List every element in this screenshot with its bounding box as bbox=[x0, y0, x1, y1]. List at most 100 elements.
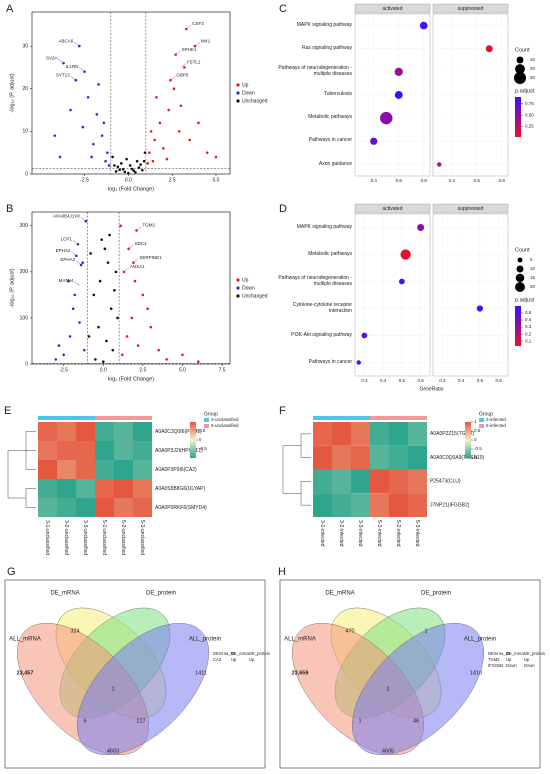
cell bbox=[332, 422, 351, 446]
point bbox=[141, 293, 145, 297]
column-label: 3-3-infected bbox=[357, 520, 363, 547]
point bbox=[158, 121, 162, 125]
point bbox=[197, 121, 200, 125]
legend-title: p.adjust bbox=[515, 297, 535, 303]
category-label: Tuberculosis bbox=[323, 91, 352, 98]
gene-label: ANXA1 bbox=[130, 264, 145, 269]
point bbox=[135, 159, 139, 163]
x-tick-label: 0.6 bbox=[495, 378, 502, 383]
point bbox=[87, 335, 91, 338]
panel-frame bbox=[4, 579, 266, 769]
point bbox=[82, 348, 86, 352]
gene-label: SDC4 bbox=[135, 241, 148, 246]
table-cell: Up bbox=[249, 657, 255, 662]
label-leader bbox=[58, 59, 64, 64]
label-leader bbox=[175, 50, 181, 55]
legend-swatch bbox=[236, 91, 240, 95]
group-bar bbox=[332, 416, 351, 420]
legend-title: Group bbox=[204, 411, 218, 417]
legend-title: Count bbox=[515, 47, 530, 53]
point bbox=[120, 353, 124, 357]
dot bbox=[380, 111, 393, 125]
legend-dot bbox=[515, 273, 525, 283]
facet-label: activated bbox=[382, 206, 402, 212]
gene-label: MATN4 bbox=[59, 278, 74, 283]
point bbox=[188, 138, 191, 142]
colorbar-label: 0.1 bbox=[525, 338, 532, 343]
label-leader bbox=[133, 258, 139, 263]
point bbox=[90, 155, 93, 159]
point bbox=[165, 358, 168, 361]
point bbox=[146, 162, 149, 165]
cell bbox=[389, 469, 408, 494]
gene-label: GBP5 bbox=[176, 72, 189, 77]
legend-label: Down bbox=[242, 90, 255, 96]
cell bbox=[332, 445, 351, 470]
panel-label: F bbox=[279, 405, 286, 417]
dot bbox=[356, 360, 361, 365]
region-count: 1 bbox=[111, 686, 114, 692]
point bbox=[172, 87, 176, 91]
row-label: A0A0P2Z15(TGM2) bbox=[430, 431, 475, 437]
x-tick-label: 0.4 bbox=[371, 178, 378, 183]
cell bbox=[95, 498, 114, 517]
category-label-box: Metabolic pathways bbox=[308, 114, 352, 120]
point bbox=[177, 130, 181, 133]
legend-dot bbox=[515, 282, 525, 292]
group-bar bbox=[389, 416, 408, 420]
colorbar-label: 1 bbox=[474, 419, 477, 424]
x-tick-label: 0.5 bbox=[477, 378, 484, 383]
point bbox=[111, 155, 114, 159]
x-tick-label: 0.0 bbox=[125, 177, 132, 183]
region-count: 127 bbox=[136, 718, 145, 724]
point bbox=[101, 360, 105, 363]
point bbox=[106, 151, 109, 154]
cell bbox=[76, 498, 95, 517]
point bbox=[58, 155, 62, 159]
table-cell: Up bbox=[231, 657, 237, 662]
facet-strip bbox=[354, 3, 431, 14]
category-label-box: Axon guidance bbox=[319, 161, 352, 167]
region-count: 23,457 bbox=[17, 670, 34, 676]
venn-set bbox=[351, 622, 485, 756]
cell bbox=[57, 422, 76, 441]
point bbox=[148, 151, 151, 154]
dot bbox=[476, 305, 483, 312]
cell bbox=[408, 422, 427, 446]
point bbox=[73, 293, 77, 297]
region-count: 1 bbox=[424, 628, 427, 634]
set-label: DE_mRNA bbox=[50, 591, 79, 597]
legend-title: Group bbox=[479, 411, 493, 417]
cell bbox=[370, 493, 389, 517]
colorbar-label: -0.5 bbox=[474, 446, 482, 451]
point bbox=[111, 348, 115, 352]
legend-title: Count bbox=[515, 247, 530, 253]
x-tick-label: 0.6 bbox=[396, 178, 403, 183]
point bbox=[113, 289, 116, 292]
x-tick-label: -2.5 bbox=[59, 367, 68, 373]
legend-label: 10 bbox=[530, 57, 536, 62]
point bbox=[151, 159, 155, 163]
table-cell: Up bbox=[506, 657, 512, 662]
point bbox=[214, 155, 218, 159]
cell bbox=[76, 422, 95, 441]
point bbox=[92, 142, 95, 146]
cell bbox=[408, 445, 427, 470]
legend-label: 5-unclassified bbox=[211, 423, 239, 428]
table-header: DE_protein bbox=[249, 651, 271, 656]
x-tick-label: 5.0 bbox=[179, 367, 186, 373]
x-axis-label: GeneRatio bbox=[420, 386, 444, 392]
point bbox=[104, 159, 107, 163]
panel-label: H bbox=[278, 566, 286, 578]
label-leader bbox=[75, 260, 82, 266]
legend-label: 5-infected bbox=[486, 423, 506, 428]
set-label: ALL_protein bbox=[464, 637, 496, 643]
point bbox=[162, 147, 165, 150]
region-count: 46 bbox=[413, 718, 419, 724]
point bbox=[123, 170, 127, 174]
colorbar-label: 0.2 bbox=[525, 331, 532, 336]
point bbox=[103, 247, 107, 251]
group-bar bbox=[114, 416, 133, 420]
cell bbox=[408, 493, 427, 517]
